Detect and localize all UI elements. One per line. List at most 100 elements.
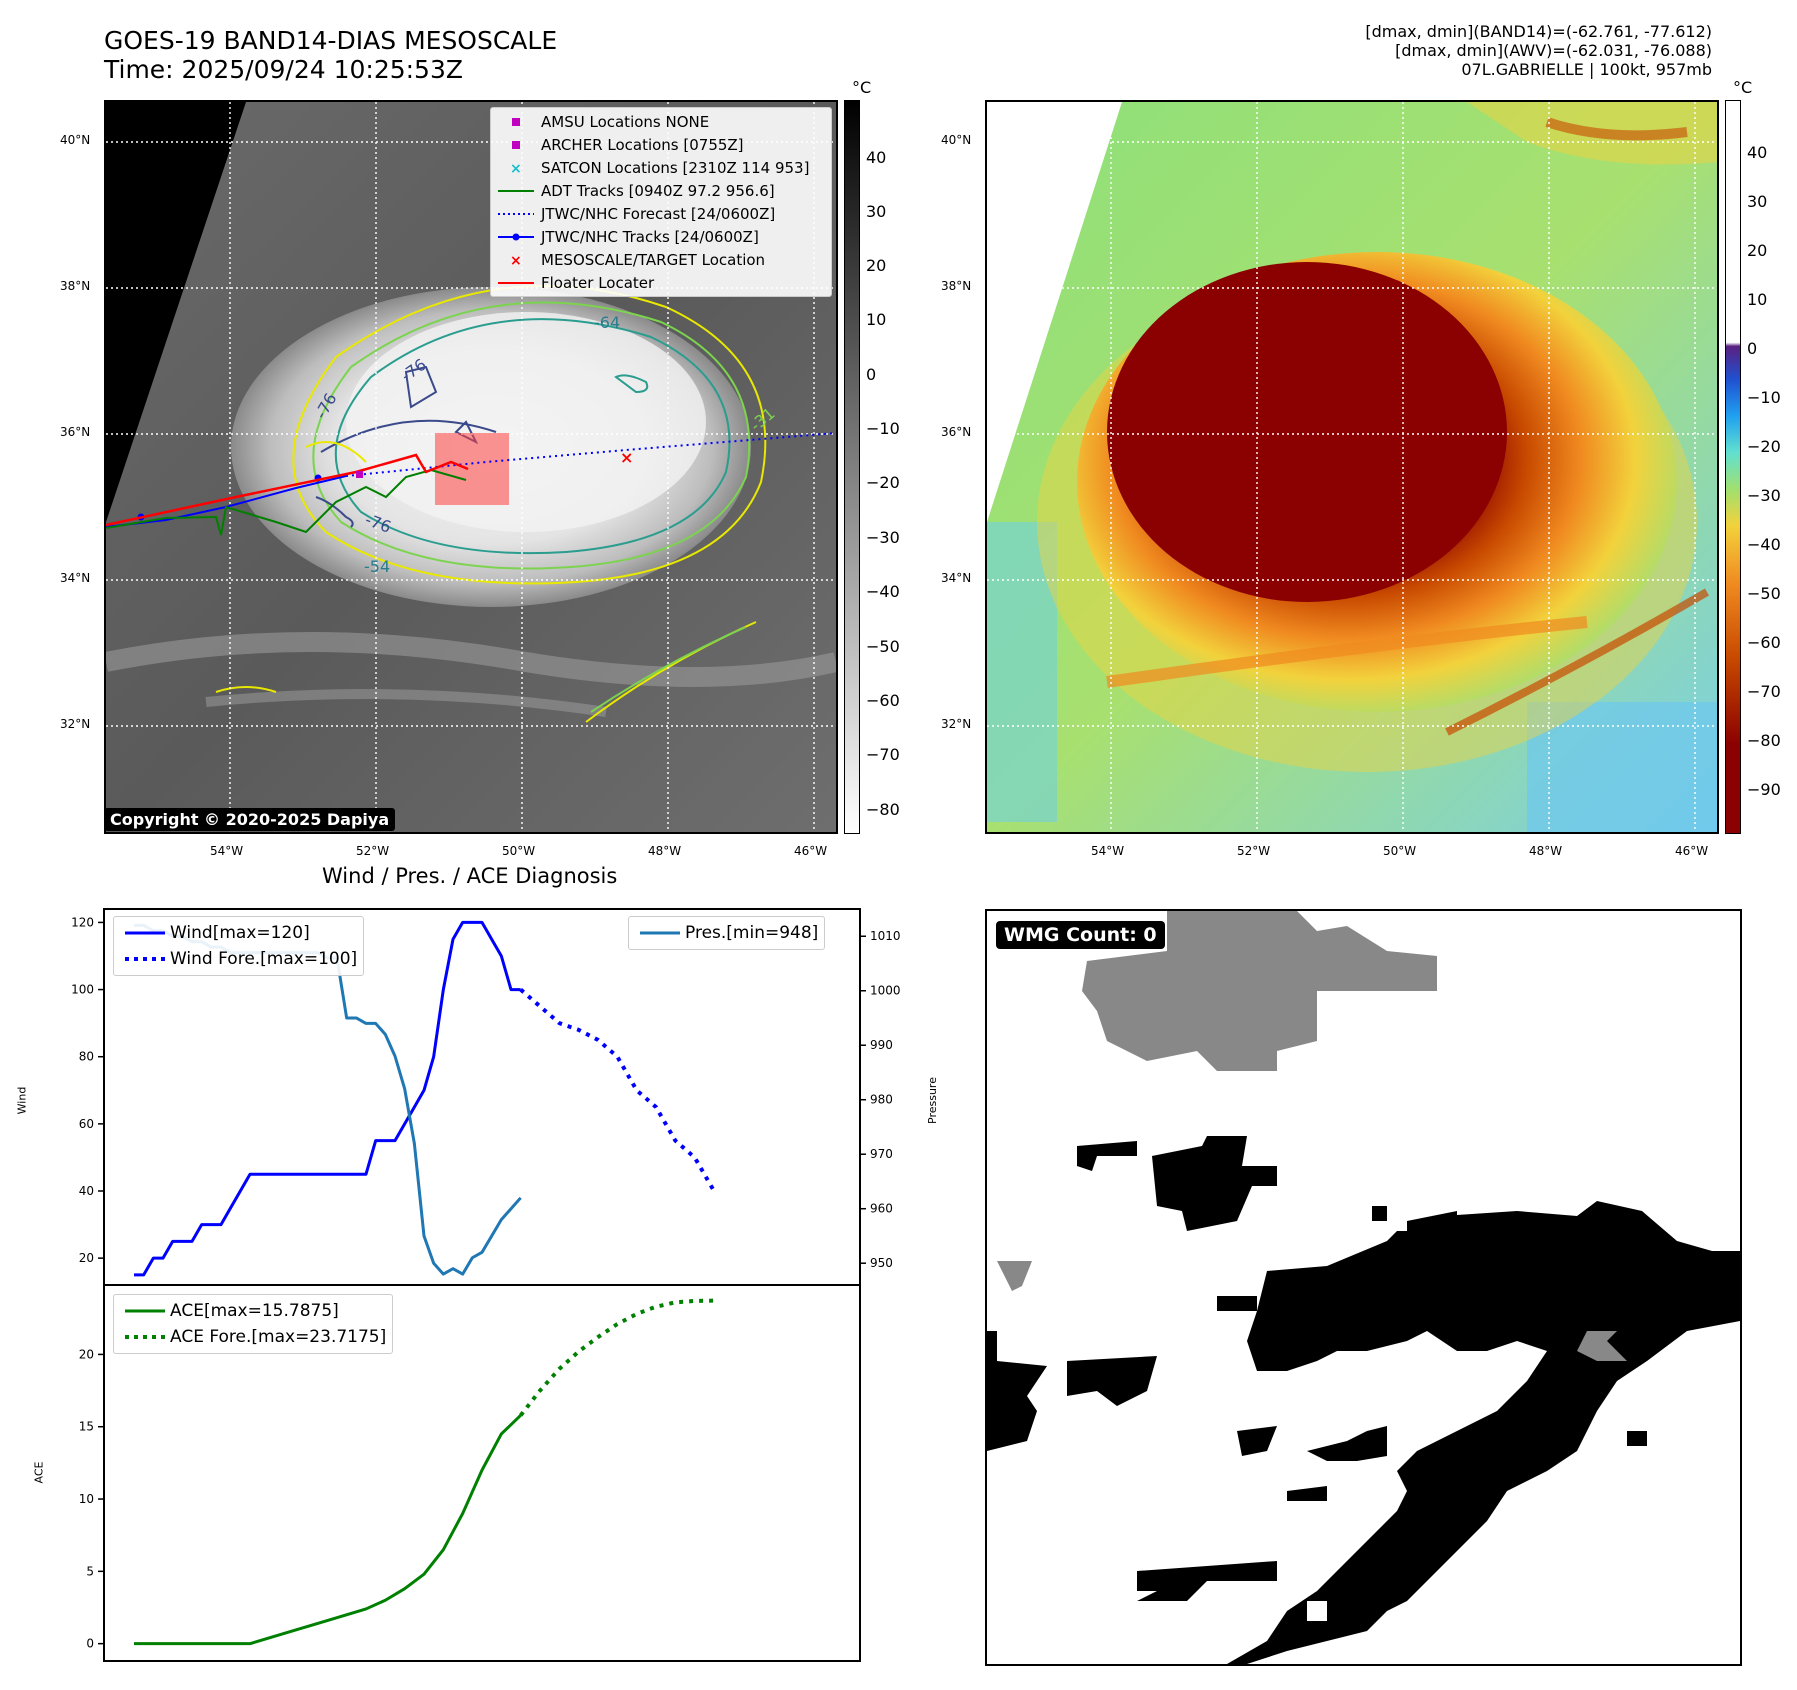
lat-label: 36°N (941, 425, 972, 439)
pressure-tick-label: 970 (870, 1147, 893, 1161)
floater-box (435, 433, 509, 505)
contour-label: -54 (364, 557, 390, 576)
contour-label: -64 (594, 313, 620, 332)
colorbar-tick: 0 (1747, 339, 1758, 358)
ace-tick-label: 20 (79, 1347, 94, 1361)
wind-legend: Wind[max=120] Wind Fore.[max=100] (113, 916, 365, 976)
colorbar-tick: −10 (866, 419, 900, 438)
title-line-2: Time: 2025/09/24 10:25:53Z (104, 55, 463, 84)
legend-item: ADT Tracks [0940Z 97.2 956.6] (498, 181, 775, 200)
lon-label: 50°W (502, 844, 536, 858)
legend-item: JTWC/NHC Forecast [24/0600Z] (498, 204, 776, 223)
colorbar-tick: 20 (866, 256, 887, 275)
colorbar-tick: −10 (1747, 388, 1781, 407)
legend-item: ACE[max=15.7875] (125, 1301, 339, 1321)
wind-tick-label: 40 (79, 1184, 94, 1198)
wind-tick-label: 80 (79, 1050, 94, 1064)
colorbar-tick: 40 (866, 148, 887, 167)
pressure-tick-label: 950 (870, 1256, 893, 1270)
colorbar-tick: −30 (1747, 486, 1781, 505)
ace-tick-label: 0 (86, 1637, 94, 1651)
wmg-count-badge: WMG Count: 0 (996, 921, 1165, 949)
ace-tick-label: 10 (79, 1492, 94, 1506)
pressure-tick-label: 960 (870, 1202, 893, 1216)
lon-label: 46°W (794, 844, 828, 858)
wmg-panel (985, 909, 1742, 1666)
wind-forecast-line (519, 988, 716, 1192)
lat-label: 34°N (941, 571, 972, 585)
pressure-tick-label: 1010 (870, 929, 901, 943)
target-marker: × (620, 448, 633, 467)
colorbar-tick: −50 (866, 637, 900, 656)
colorbar-tick: 30 (866, 202, 887, 221)
ir-legend: AMSU Locations NONE ARCHER Locations [07… (490, 107, 832, 297)
legend-item: Wind Fore.[max=100] (125, 949, 358, 969)
lon-label: 46°W (1675, 844, 1709, 858)
info-line-1: [dmax, dmin](BAND14)=(-62.761, -77.612) (1365, 22, 1712, 41)
colorbar-tick: −70 (866, 745, 900, 764)
ace-series-line (134, 1414, 522, 1646)
info-line-2: [dmax, dmin](AWV)=(-62.031, -76.088) (1395, 41, 1712, 60)
colorbar-tick: 0 (866, 365, 877, 384)
title-line-1: GOES-19 BAND14-DIAS MESOSCALE (104, 26, 558, 55)
colorbar-tick: −90 (1747, 780, 1781, 799)
ace-forecast-line (519, 1298, 715, 1417)
legend-item: JTWC/NHC Tracks [24/0600Z] (491, 225, 831, 248)
jtwc-forecast-line (345, 432, 836, 477)
wind-series-line (134, 920, 521, 1277)
awv-map-image (987, 102, 1717, 832)
wind-tick-label: 60 (79, 1117, 94, 1131)
awv-colorbar (1725, 100, 1741, 834)
colorbar-tick: −40 (866, 582, 900, 601)
svg-text:×: × (510, 161, 522, 175)
info-line-3: 07L.GABRIELLE | 100kt, 957mb (1461, 60, 1712, 79)
colorbar-tick: −20 (866, 473, 900, 492)
colorbar-tick: −60 (1747, 633, 1781, 652)
legend-item: Pres.[min=948] (640, 923, 819, 943)
ace-legend: ACE[max=15.7875] ACE Fore.[max=23.7175] (113, 1294, 394, 1354)
colorbar-tick: −80 (866, 800, 900, 819)
lon-label: 52°W (1237, 844, 1271, 858)
legend-item: AMSU Locations NONE (491, 110, 831, 133)
pressure-series-line (134, 923, 522, 1276)
colorbar-tick: 10 (1747, 290, 1768, 309)
lat-label: 34°N (60, 571, 91, 585)
colorbar-tick: 40 (1747, 143, 1768, 162)
colorbar-unit: °C (852, 78, 872, 97)
legend-item: × SATCON Locations [2310Z 114 953] (510, 158, 810, 177)
lat-label: 40°N (941, 133, 972, 147)
storm-info: [dmax, dmin](BAND14)=(-62.761, -77.612) … (1365, 22, 1712, 79)
pressure-tick-label: 990 (870, 1038, 893, 1052)
wind-tick-label: 100 (71, 983, 94, 997)
lon-label: 50°W (1383, 844, 1417, 858)
legend-item: Floater Locater (498, 273, 655, 292)
pressure-tick-label: 980 (870, 1093, 893, 1107)
floater-locater-line (106, 453, 469, 527)
lat-label: 38°N (941, 279, 972, 293)
ir-map-image: × -64 -76 -76 -76 -54 -31 (106, 102, 836, 832)
colorbar-tick: −40 (1747, 535, 1781, 554)
legend-item: ACE Fore.[max=23.7175] (125, 1327, 387, 1347)
legend-item: ARCHER Locations [0755Z] (491, 133, 831, 156)
wind-axis-label: Wind (15, 1086, 29, 1115)
awv-gridlines (987, 102, 1717, 832)
figure-title: GOES-19 BAND14-DIAS MESOSCALE Time: 2025… (104, 26, 557, 84)
colorbar-tick: 20 (1747, 241, 1768, 260)
adt-track-line (106, 468, 467, 536)
awv-map-panel (985, 100, 1719, 834)
ace-plot-frame (103, 1284, 861, 1662)
diagnosis-chart: 20 40 60 80 100 120 950 960 970 980 990 1000 1010 0… (71, 908, 901, 1662)
wind-tick-label: 20 (79, 1251, 94, 1265)
pressure-tick-label: 1000 (870, 984, 901, 998)
legend-item: × MESOSCALE/TARGET Location (510, 250, 766, 269)
colorbar-tick: −50 (1747, 584, 1781, 603)
colorbar-tick: −80 (1747, 731, 1781, 750)
lat-label: 32°N (941, 717, 972, 731)
diagnosis-title: Wind / Pres. / ACE Diagnosis (322, 864, 618, 888)
colorbar-tick: 10 (866, 310, 887, 329)
ace-axis-label: ACE (32, 1461, 46, 1484)
pressure-legend: Pres.[min=948] (628, 916, 826, 950)
pressure-axis-label: Pressure (925, 1077, 939, 1124)
lon-label: 54°W (1091, 844, 1125, 858)
wind-tick-label: 120 (71, 915, 94, 929)
